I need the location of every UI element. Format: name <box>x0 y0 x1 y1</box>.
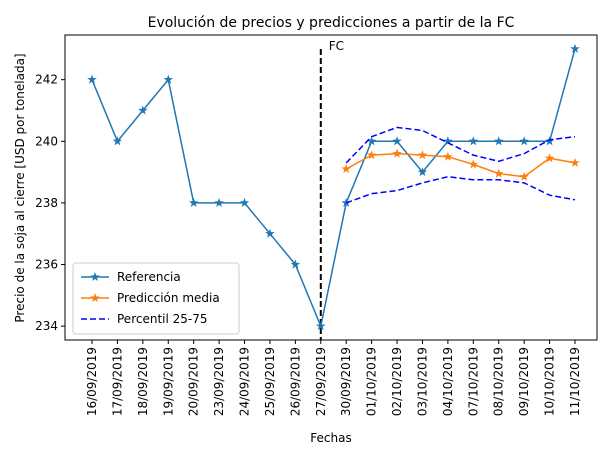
x-tick-label: 17/09/2019 <box>110 347 124 416</box>
x-axis-label: Fechas <box>310 431 351 445</box>
series-marker <box>392 148 402 158</box>
y-axis-label: Precio de la soja al cierre [USD por ton… <box>13 53 27 322</box>
x-tick-label: 16/09/2019 <box>85 347 99 416</box>
y-tick-label: 242 <box>35 73 58 87</box>
x-tick-label: 07/10/2019 <box>466 347 480 416</box>
x-tick-label: 02/10/2019 <box>390 347 404 416</box>
x-tick-label: 24/09/2019 <box>238 347 252 416</box>
y-tick-label: 234 <box>35 319 58 333</box>
reference-label: FC <box>329 39 344 53</box>
y-tick-label: 238 <box>35 196 58 210</box>
series-marker <box>468 159 479 169</box>
chart-title: Evolución de precios y predicciones a pa… <box>148 15 515 31</box>
series-marker <box>468 136 479 146</box>
series-marker <box>87 74 97 84</box>
x-tick-label: 10/10/2019 <box>543 347 557 416</box>
series-marker <box>417 150 428 160</box>
legend-label: Percentil 25-75 <box>117 312 208 326</box>
series-marker <box>265 228 275 238</box>
x-tick-label: 25/09/2019 <box>263 347 277 416</box>
legend-marker <box>90 272 100 282</box>
y-tick-label: 236 <box>35 258 58 272</box>
x-tick-label: 27/09/2019 <box>314 347 328 416</box>
series-marker <box>443 136 453 146</box>
series-marker <box>112 136 123 146</box>
series-marker <box>188 197 199 207</box>
series-line <box>345 126 576 164</box>
series-marker <box>290 259 301 269</box>
series-marker <box>570 43 580 53</box>
plot-frame <box>64 34 598 341</box>
legend-label: Referencia <box>117 270 181 284</box>
x-tick-label: 03/10/2019 <box>415 347 429 416</box>
x-tick-label: 19/09/2019 <box>161 347 175 416</box>
x-tick-label: 09/10/2019 <box>517 347 531 416</box>
series-marker <box>493 168 504 178</box>
series-marker <box>163 74 174 84</box>
series-marker <box>417 167 428 177</box>
series-marker <box>493 136 504 146</box>
series-marker <box>443 151 453 161</box>
series-marker <box>316 321 326 331</box>
series-marker <box>392 136 402 146</box>
legend-label: Predicción media <box>117 291 220 305</box>
series-marker <box>544 153 555 163</box>
x-tick-label: 11/10/2019 <box>568 347 582 416</box>
series-marker <box>570 157 580 167</box>
x-tick-label: 26/09/2019 <box>288 347 302 416</box>
legend-box <box>72 262 240 335</box>
series-marker <box>544 136 555 146</box>
series-marker <box>519 171 529 181</box>
series-marker <box>239 197 250 207</box>
series-line <box>91 48 576 329</box>
legend-marker <box>90 293 100 303</box>
x-tick-label: 23/09/2019 <box>212 347 226 416</box>
series-marker <box>519 136 529 146</box>
x-tick-label: 20/09/2019 <box>187 347 201 416</box>
x-tick-label: 04/10/2019 <box>441 347 455 416</box>
series-marker <box>138 105 148 115</box>
x-tick-label: 30/09/2019 <box>339 347 353 416</box>
x-tick-label: 01/10/2019 <box>365 347 379 416</box>
series-marker <box>341 164 351 174</box>
series-marker <box>366 150 377 160</box>
series-marker <box>214 197 224 207</box>
x-tick-label: 18/09/2019 <box>136 347 150 416</box>
x-tick-label: 08/10/2019 <box>492 347 506 416</box>
series-line <box>345 175 576 204</box>
y-tick-label: 240 <box>35 134 58 148</box>
series-marker <box>366 136 377 146</box>
series-line <box>345 152 576 178</box>
